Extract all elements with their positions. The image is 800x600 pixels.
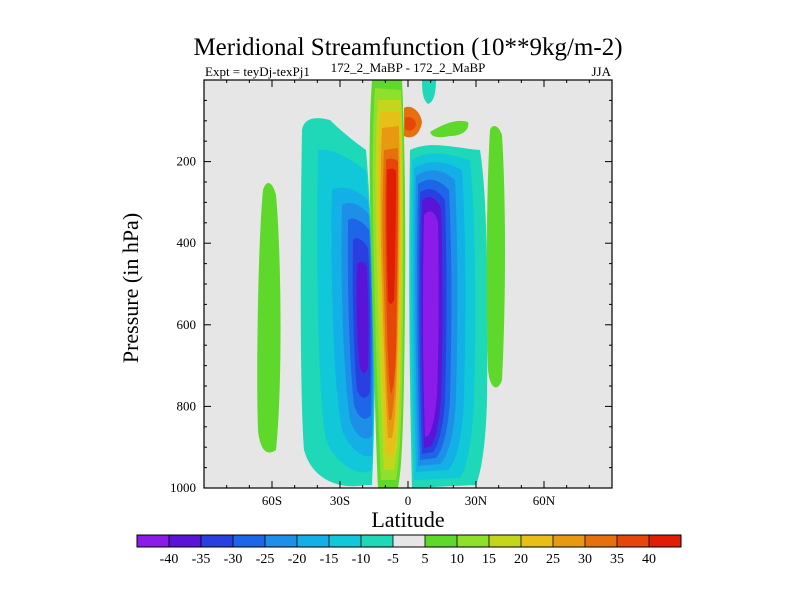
colorbar-swatch <box>489 535 522 547</box>
chart-subtitle-right: JJA <box>591 64 611 79</box>
colorbar-swatch <box>553 535 586 547</box>
y-tick-label: 600 <box>177 317 197 332</box>
x-tick-label: 30N <box>465 493 488 508</box>
colorbar-label: -20 <box>288 552 307 567</box>
x-tick-label: 60N <box>533 493 556 508</box>
contour-trop-pos-8 <box>386 168 396 304</box>
colorbar-label: -40 <box>160 552 179 567</box>
contour-nh-upper-green <box>430 120 469 138</box>
colorbar-swatch <box>169 535 202 547</box>
colorbar-label: -35 <box>192 552 211 567</box>
contour-nh-outer-positive <box>486 125 505 388</box>
colorbar-label: 15 <box>482 552 496 567</box>
colorbar-label: -25 <box>256 552 275 567</box>
chart-subtitle-left: Expt = teyDj-texPj1 <box>205 64 310 79</box>
y-tick-label: 200 <box>177 154 197 169</box>
colorbar-label: 20 <box>514 552 528 567</box>
y-axis-title: Pressure (in hPa) <box>118 213 143 363</box>
x-axis-title: Latitude <box>371 507 444 532</box>
colorbar-label: 25 <box>546 552 560 567</box>
colorbar-swatch <box>393 535 426 547</box>
colorbar-label: 30 <box>578 552 592 567</box>
contour-nh-neg-8 <box>422 211 439 437</box>
colorbar-label: 10 <box>450 552 464 567</box>
colorbar-swatch <box>265 535 298 547</box>
chart-title: Meridional Streamfunction (10**9kg/m-2) <box>193 34 622 61</box>
x-tick-label: 60S <box>262 493 282 508</box>
contour-trop-pos-upper-core <box>405 116 416 131</box>
colorbar-label: -10 <box>352 552 371 567</box>
colorbar-swatch <box>233 535 266 547</box>
contour-sh-neg-7 <box>356 261 369 374</box>
y-tick-label: 800 <box>177 398 197 413</box>
colorbar-label: -15 <box>320 552 339 567</box>
colorbar-swatch <box>521 535 554 547</box>
y-tick-label: 400 <box>177 235 197 250</box>
contour-field <box>257 80 505 488</box>
y-tick-label: 1000 <box>170 480 196 495</box>
colorbar-swatch <box>425 535 458 547</box>
contour-sh-outer-positive <box>257 183 281 453</box>
colorbar-swatch <box>297 535 330 547</box>
colorbar-frame <box>136 534 682 548</box>
colorbar-swatch <box>329 535 362 547</box>
colorbar-label: -30 <box>224 552 243 567</box>
colorbar-label: -5 <box>387 552 399 567</box>
colorbar-swatch <box>585 535 618 547</box>
colorbar-swatch <box>201 535 234 547</box>
colorbar-swatch <box>617 535 650 547</box>
colorbar-label: 40 <box>642 552 656 567</box>
chart-subtitle-center: 172_2_MaBP - 172_2_MaBP <box>331 60 486 75</box>
colorbar: -40 -35 -30 -25 -20 -15 -10 -5 5 10 15 20 25 30 35 40 <box>136 534 682 567</box>
colorbar-swatch <box>457 535 490 547</box>
x-tick-label: 0 <box>405 493 412 508</box>
axes: 60S 30S 0 30N 60N 200 400 600 800 1000 <box>170 80 612 508</box>
colorbar-swatch <box>649 535 682 547</box>
colorbar-label: 5 <box>422 552 429 567</box>
contour-nh-top-pocket <box>422 80 436 104</box>
x-tick-label: 30S <box>330 493 350 508</box>
colorbar-swatch <box>137 535 170 547</box>
colorbar-swatch <box>361 535 394 547</box>
colorbar-label: 35 <box>610 552 624 567</box>
